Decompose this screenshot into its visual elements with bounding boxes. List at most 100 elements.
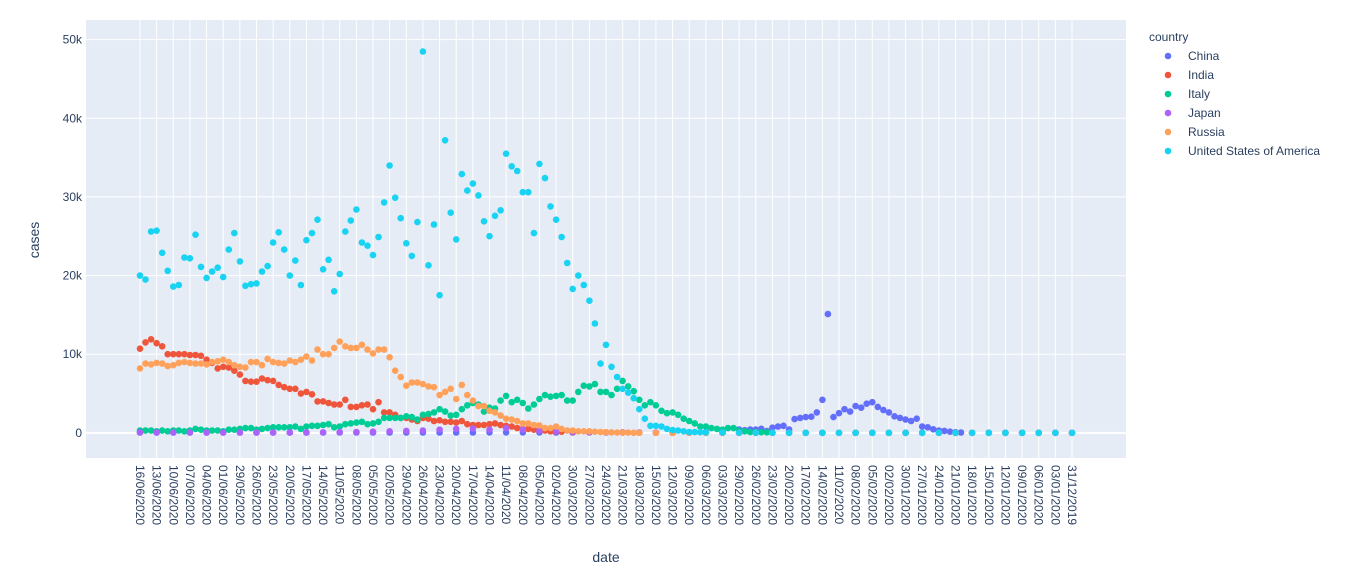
data-point	[780, 422, 787, 430]
legend-item-label[interactable]: United States of America	[1188, 144, 1320, 158]
data-point	[636, 405, 643, 413]
x-axis-title: date	[592, 549, 619, 565]
data-point	[469, 180, 477, 187]
x-tick-label: 13/06/2020	[150, 465, 164, 525]
data-point	[558, 425, 565, 433]
data-point	[464, 402, 471, 409]
data-point	[275, 229, 283, 236]
x-tick-label: 17/05/2020	[299, 465, 313, 525]
data-point	[436, 426, 443, 434]
data-point	[569, 397, 576, 404]
data-point	[741, 428, 748, 435]
data-point	[852, 402, 859, 410]
data-point	[619, 429, 626, 436]
data-point	[242, 364, 249, 371]
x-tick-label: 18/03/2020	[632, 465, 646, 525]
data-point	[619, 385, 626, 393]
data-point	[674, 427, 682, 434]
legend: country China India Italy Japan Russia United…	[1149, 30, 1320, 158]
data-point	[674, 411, 682, 419]
legend-item-label[interactable]: Russia	[1188, 125, 1225, 139]
legend-item-label[interactable]: China	[1188, 49, 1220, 63]
data-point	[458, 405, 466, 413]
data-point	[902, 429, 909, 437]
data-point	[525, 405, 532, 412]
data-point	[441, 408, 449, 415]
data-point	[563, 397, 571, 404]
data-point	[236, 363, 244, 371]
data-point	[475, 402, 482, 410]
legend-item-label[interactable]: Japan	[1188, 106, 1221, 120]
data-point	[380, 409, 388, 416]
data-point	[286, 424, 294, 431]
data-point	[414, 379, 421, 386]
x-tick-label: 12/01/2020	[998, 465, 1012, 525]
data-point	[663, 409, 671, 417]
x-tick-label: 04/06/2020	[200, 465, 214, 525]
data-point	[1052, 429, 1059, 437]
data-point	[508, 398, 515, 406]
data-point	[369, 405, 377, 413]
legend-marker[interactable]	[1164, 147, 1172, 155]
data-point	[913, 415, 920, 423]
legend-marker[interactable]	[1164, 109, 1172, 117]
data-point	[197, 360, 205, 367]
data-point	[186, 351, 194, 359]
data-point	[547, 203, 554, 210]
x-tick-label: 24/03/2020	[599, 465, 613, 525]
data-point	[380, 414, 388, 422]
data-point	[186, 254, 194, 262]
legend-marker[interactable]	[1164, 128, 1172, 136]
data-point	[203, 429, 210, 436]
data-point	[907, 417, 915, 425]
data-point	[586, 428, 593, 435]
data-point	[170, 361, 177, 369]
data-point	[502, 415, 510, 423]
legend-marker[interactable]	[1164, 52, 1172, 60]
data-point	[436, 291, 443, 299]
data-point	[968, 429, 976, 437]
x-tick-label: 26/02/2020	[749, 465, 763, 525]
data-point	[924, 424, 932, 431]
data-point	[214, 365, 221, 372]
data-point	[513, 417, 521, 425]
data-point	[519, 420, 527, 427]
data-point	[330, 401, 338, 408]
data-point	[325, 399, 332, 407]
data-point	[325, 350, 332, 358]
data-point	[319, 398, 327, 405]
data-point	[602, 388, 610, 396]
data-point	[663, 425, 671, 433]
legend-marker[interactable]	[1164, 71, 1172, 79]
data-point	[941, 427, 948, 435]
legend-item-label[interactable]: India	[1188, 68, 1214, 82]
data-point	[386, 428, 393, 435]
data-point	[336, 338, 344, 345]
data-point	[286, 385, 294, 393]
data-point	[408, 252, 416, 260]
data-point	[158, 427, 166, 434]
data-point	[436, 417, 443, 424]
data-point	[680, 428, 687, 435]
data-point	[364, 420, 371, 428]
data-point	[597, 388, 604, 396]
data-point	[436, 391, 443, 399]
data-point	[375, 418, 382, 426]
legend-item-label[interactable]: Italy	[1188, 87, 1210, 101]
data-point	[918, 423, 926, 430]
x-tick-label: 09/01/2020	[1015, 465, 1029, 525]
data-point	[580, 281, 588, 289]
data-point	[403, 413, 410, 420]
data-point	[824, 310, 832, 318]
data-point	[652, 402, 660, 409]
data-point	[136, 429, 144, 436]
data-point	[597, 428, 604, 436]
x-tick-label: 02/04/2020	[549, 465, 563, 525]
data-point	[325, 420, 332, 428]
data-point	[669, 409, 676, 416]
data-point	[419, 380, 427, 388]
legend-marker[interactable]	[1164, 90, 1172, 98]
data-point	[380, 346, 388, 353]
data-point	[508, 423, 515, 430]
data-point	[175, 281, 183, 289]
